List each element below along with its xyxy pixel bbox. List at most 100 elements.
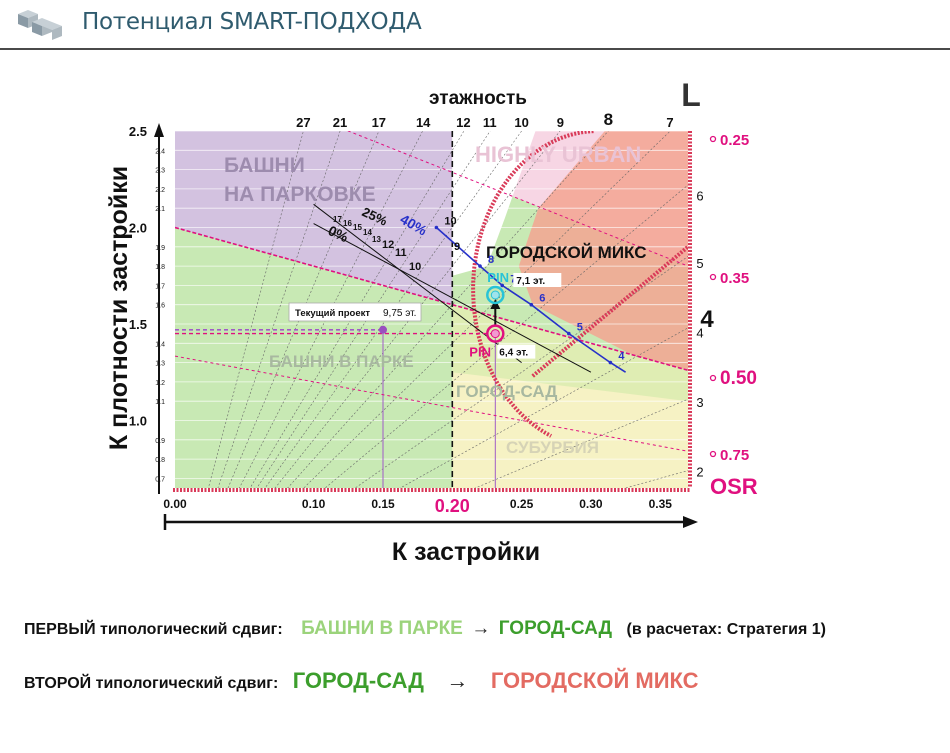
x-axis-arrow <box>683 516 698 528</box>
slide-header: Потенциал SMART-ПОДХОДА <box>0 0 950 52</box>
y-tick-minor: 1.4 <box>155 341 165 348</box>
black-floor-label: 13 <box>372 235 381 244</box>
y-tick-minor: 1.9 <box>155 245 165 252</box>
osr-marker <box>709 273 717 281</box>
second-shift-from: ГОРОД-САД <box>292 668 424 693</box>
osr-marker <box>709 135 717 143</box>
pin-bottom-ring <box>486 324 505 343</box>
city-mix-arc <box>471 131 594 438</box>
pin-bottom-label: PIN <box>469 345 491 360</box>
floor-label-top: 27 <box>296 115 310 130</box>
floor-label-top: 9 <box>557 115 564 130</box>
x-tick: 0.15 <box>371 497 395 511</box>
project-label-box <box>288 302 422 322</box>
x-tick: 0.35 <box>649 497 673 511</box>
first-shift-line: ПЕРВЫЙ типологический сдвиг: БАШНИ В ПАР… <box>24 618 826 640</box>
zone-label-towers-park: БАШНИ В ПАРКЕ <box>269 352 414 371</box>
floor-line <box>249 131 465 488</box>
header-divider <box>0 48 950 50</box>
floor-line <box>274 131 561 488</box>
zone-label-garden-city: ГОРОД-САД <box>456 382 557 401</box>
floor-label-right: 5 <box>696 256 703 271</box>
osr-line <box>175 355 688 452</box>
y-tick-minor: 2.1 <box>155 206 165 213</box>
first-shift-arrow: → <box>471 618 491 639</box>
y-tick-minor: 1.3 <box>155 361 165 368</box>
black-floor-label: 9 <box>454 241 460 253</box>
blue-point-label: 7 <box>510 273 516 285</box>
floor-label-top: 8 <box>604 110 613 129</box>
pin-top-value-box <box>513 273 562 287</box>
floor-label-right: 3 <box>696 395 703 410</box>
blue-point <box>529 302 534 307</box>
floor-label-top: 17 <box>372 115 386 130</box>
zone-label-highly-urban: HIGHLY URBAN <box>475 142 641 167</box>
floor-label-top: 7 <box>666 115 673 130</box>
first-shift-label: ПЕРВЫЙ типологический сдвиг: <box>24 621 283 638</box>
y-axis-arrow <box>154 123 164 137</box>
y-tick-minor: 2.4 <box>155 148 165 155</box>
black-floor-label: 12 <box>382 239 394 251</box>
blue-point-label: 5 <box>577 322 583 334</box>
pin-bottom-value-box <box>497 344 536 359</box>
second-shift-label: ВТОРОЙ типологический сдвиг: <box>24 675 279 692</box>
blue-point-label: 8 <box>488 254 494 266</box>
x-tick: 0.00 <box>163 497 187 511</box>
osr-label: 0.25 <box>720 132 749 149</box>
y-tick-minor: 1.7 <box>155 283 165 290</box>
black-0-line <box>313 223 592 373</box>
osr-label: 0.35 <box>720 270 749 287</box>
pin-bottom-dot <box>490 329 500 339</box>
osr-marker <box>709 374 717 382</box>
zone-garden-city-fill <box>452 304 688 402</box>
page-title: Потенциал SMART-ПОДХОДА <box>82 9 422 35</box>
osr-chart: БАШНИ НА ПАРКОВКЕ HIGHLY URBAN ГОРОДСКОЙ МИ… <box>105 77 758 566</box>
floor-label-right: 2 <box>696 464 703 479</box>
first-shift-to: ГОРОД-САД <box>498 618 613 639</box>
y-tick-major: 1.5 <box>129 317 147 332</box>
floor-line <box>217 131 341 488</box>
zone-number-4: 4 <box>700 306 714 333</box>
project-marker <box>379 325 387 334</box>
floor-line <box>227 131 380 488</box>
y-axis-label: К плотности застройки <box>105 166 133 450</box>
project-value: 9,75 эт. <box>383 308 416 319</box>
black-floor-label: 17 <box>333 215 342 224</box>
y-tick-minor: 0.7 <box>155 476 165 483</box>
floor-label-right: 4 <box>696 326 703 341</box>
zone-label-city-mix: ГОРОДСКОЙ МИКС <box>486 243 647 262</box>
osr-marker <box>709 450 717 458</box>
osr-label: 0.75 <box>720 447 749 464</box>
osr-axis-label: OSR <box>710 474 758 499</box>
x-tick: 0.30 <box>579 497 603 511</box>
floor-label-top: 12 <box>456 115 470 130</box>
blue-point-label: 4 <box>618 351 625 363</box>
osr-line <box>346 131 688 267</box>
blue-point <box>500 283 505 288</box>
blue-point-label: 10 <box>444 216 456 228</box>
y-tick-minor: 1.2 <box>155 380 165 387</box>
corner-label: L <box>681 77 701 113</box>
y-tick-minor: 1.1 <box>155 399 165 406</box>
y-tick-minor: 1.8 <box>155 264 165 271</box>
pin-top-value: 7,1 эт. <box>516 276 545 287</box>
second-shift-line: ВТОРОЙ типологический сдвиг: ГОРОД-САД →… <box>24 668 699 694</box>
floor-line <box>287 131 609 488</box>
chart-container: БАШНИ НА ПАРКОВКЕ HIGHLY URBAN ГОРОДСКОЙ МИ… <box>93 70 790 576</box>
city-mix-boundary <box>531 245 688 378</box>
y-tick-minor: 2.3 <box>155 168 165 175</box>
x-axis-label: К застройки <box>392 538 540 566</box>
y-tick-minor: 0.8 <box>155 457 165 464</box>
floor-label-top: 21 <box>333 115 347 130</box>
blue-point <box>608 360 613 365</box>
floor-label-top: 10 <box>514 115 528 130</box>
x-tick-highlight: 0.20 <box>435 496 470 516</box>
second-shift-to: ГОРОДСКОЙ МИКС <box>490 668 699 693</box>
blue-point <box>434 225 439 230</box>
osr-label: 0.50 <box>720 368 757 389</box>
black-floor-label: 14 <box>363 228 372 237</box>
y-tick-minor: 1.6 <box>155 303 165 310</box>
chart-title: этажность <box>429 88 527 109</box>
pin-top-ring <box>486 285 505 305</box>
second-shift-arrow: → <box>446 668 469 693</box>
